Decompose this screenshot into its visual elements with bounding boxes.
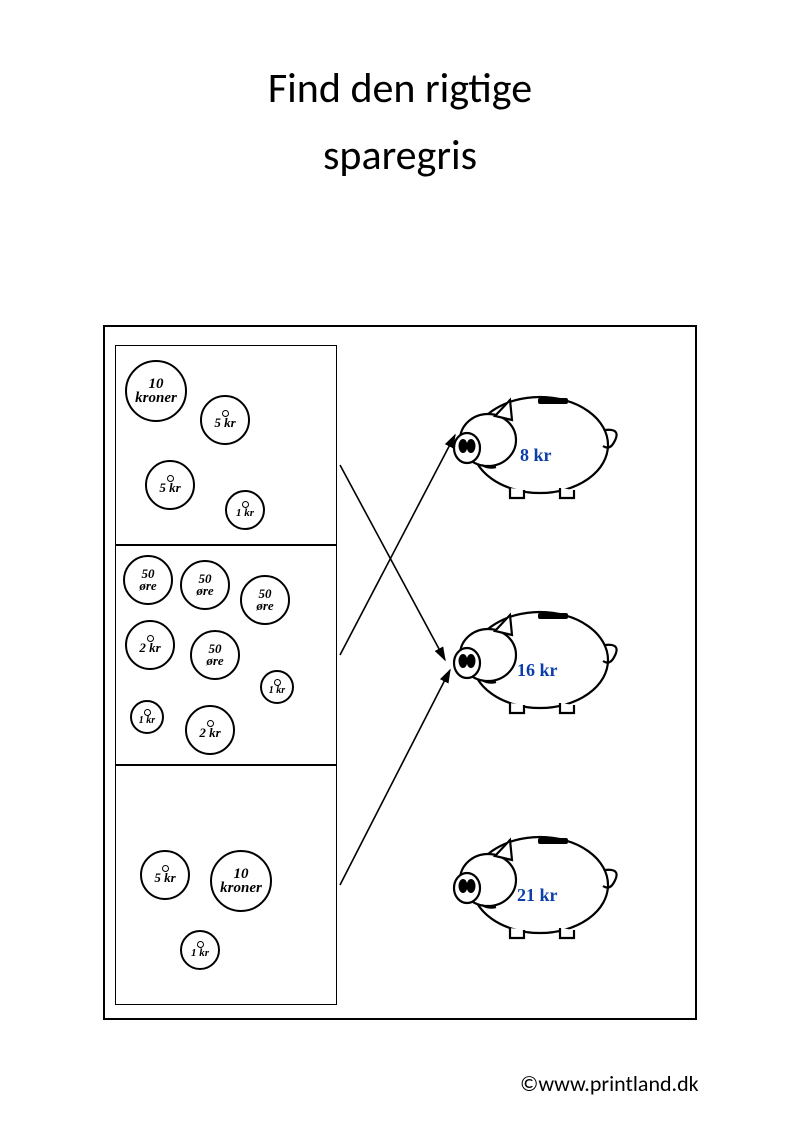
piggy-bank-label: 21 kr <box>517 885 558 906</box>
title-line-2: sparegris <box>0 122 800 189</box>
coin: 50øre <box>123 555 173 605</box>
coin: 5 kr <box>140 850 190 900</box>
coin: 5 kr <box>145 460 195 510</box>
coin: 1 kr <box>180 930 220 970</box>
coin: 2 kr <box>185 705 235 755</box>
piggy-bank-3 <box>440 810 620 945</box>
worksheet-title: Find den rigtige sparegris <box>0 0 800 189</box>
title-line-1: Find den rigtige <box>0 55 800 122</box>
piggy-bank-1 <box>440 370 620 505</box>
coin: 2 kr <box>125 620 175 670</box>
coin: 50øre <box>240 575 290 625</box>
coin: 1 kr <box>260 670 294 704</box>
coin: 50øre <box>180 560 230 610</box>
coin: 1 kr <box>225 490 265 530</box>
piggy-bank-label: 8 kr <box>520 445 552 466</box>
coin: 5 kr <box>200 395 250 445</box>
coin: 50øre <box>190 630 240 680</box>
piggy-bank-2 <box>440 585 620 720</box>
piggy-bank-label: 16 kr <box>517 660 558 681</box>
coin: 1 kr <box>130 700 164 734</box>
coin: 10kroner <box>210 850 272 912</box>
footer-credit: ©www.printland.dk <box>520 1070 699 1097</box>
coin: 10kroner <box>125 360 187 422</box>
